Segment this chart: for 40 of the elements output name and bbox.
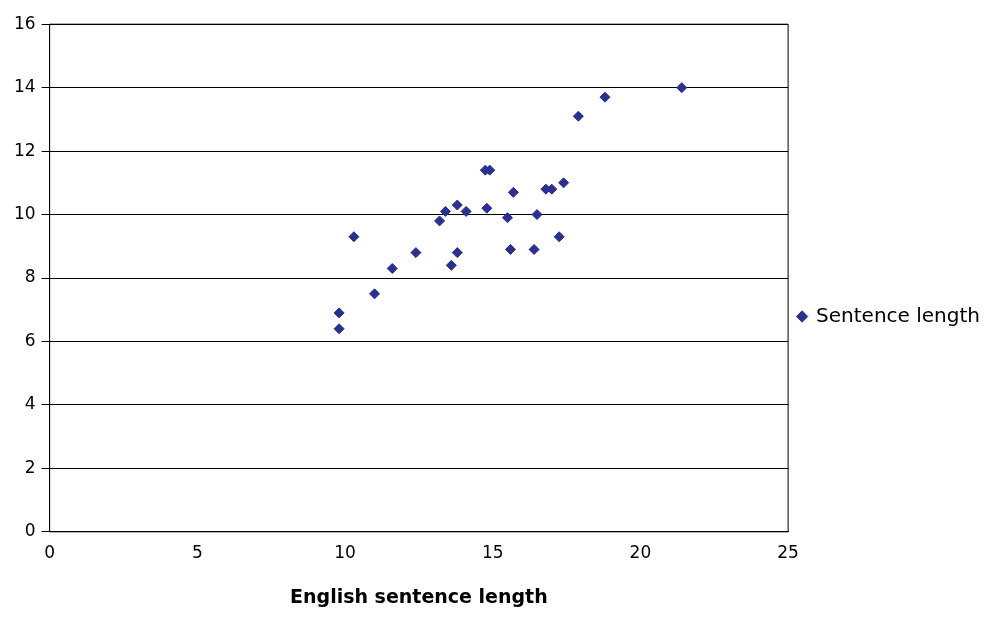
x-tick-label: 25 [777, 542, 799, 563]
point [451, 199, 463, 211]
point [460, 205, 472, 217]
x-tick-label: 5 [191, 542, 203, 563]
x-tick-label: 10 [334, 542, 356, 563]
point [410, 247, 422, 259]
x-axis-title: English sentence length [290, 584, 548, 607]
point [481, 202, 493, 214]
y-tick-label: 12 [13, 139, 36, 160]
y-tick-label: 6 [24, 329, 36, 350]
y-tick-label: 14 [13, 76, 36, 97]
x-tick-label: 0 [44, 542, 56, 563]
y-tick-label: 4 [24, 393, 36, 414]
x-tick-label: 15 [481, 542, 504, 563]
point [572, 110, 584, 122]
point [348, 231, 360, 243]
y-tick-label: 0 [24, 520, 36, 541]
point [445, 259, 457, 271]
y-tick-label: 8 [24, 266, 36, 287]
point [333, 307, 345, 319]
point [333, 323, 345, 335]
y-tick-label: 2 [24, 456, 36, 477]
point [531, 209, 543, 221]
y-tick-label: 16 [13, 12, 36, 33]
point [507, 186, 519, 198]
point [369, 288, 381, 300]
point [451, 247, 463, 259]
point [528, 243, 540, 255]
x-tick-label: 20 [629, 542, 652, 563]
point [386, 262, 398, 274]
point [599, 91, 611, 103]
legend-label: Sentence length [816, 302, 980, 327]
point [434, 215, 446, 227]
point [676, 82, 688, 94]
point [558, 177, 570, 189]
point [501, 212, 513, 224]
point [553, 231, 565, 243]
y-tick-label: 10 [13, 202, 36, 223]
point [439, 205, 451, 217]
point [504, 243, 516, 255]
